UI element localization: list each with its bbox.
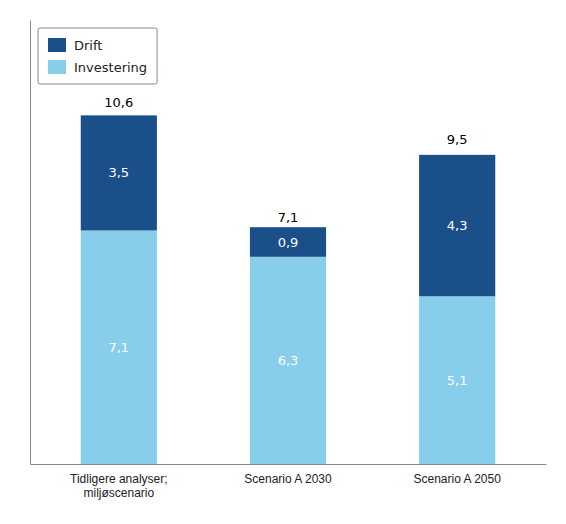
bar [419, 155, 495, 296]
legend-label: Drift [74, 38, 102, 53]
total-label: 7,1 [278, 210, 299, 225]
legend-box [38, 28, 157, 84]
legend-label: Investering [74, 60, 147, 75]
x-axis-line [31, 464, 547, 465]
bar [250, 227, 326, 257]
legend-item: Investering [48, 60, 147, 75]
x-tick: Scenario A 2030 [244, 472, 332, 486]
x-tick-label: Tidligere analyser;miljøscenario [70, 472, 168, 500]
x-axis: Tidligere analyser;miljøscenario Scenario… [31, 465, 547, 500]
segment-label: 4,3 [447, 218, 468, 233]
data-labels: 7,1 6,3 5,1 3,5 0,9 4,3 10,6 7,1 9,5 [104, 95, 467, 387]
segment-label: 7,1 [108, 340, 129, 355]
plot: Tidligere analyser;miljøscenario Scenario… [31, 21, 547, 500]
legend-swatch [48, 60, 66, 74]
x-tick-label: Scenario A 2050 [413, 472, 501, 486]
bar [81, 115, 157, 230]
bar [81, 230, 157, 464]
x-tick-label: Scenario A 2030 [244, 472, 332, 486]
bar [250, 257, 326, 464]
chart: Tidligere analyser;miljøscenario Scenario… [0, 0, 566, 524]
y-axis-line [30, 21, 31, 465]
total-label: 9,5 [447, 132, 468, 147]
y-axis [30, 21, 31, 465]
segment-label: 3,5 [108, 165, 129, 180]
segment-label: 6,3 [278, 353, 299, 368]
legend-item: Drift [48, 38, 102, 53]
segment-label: 5,1 [447, 373, 468, 388]
bar [419, 296, 495, 464]
bars [81, 115, 495, 464]
segment-label: 0,9 [278, 235, 299, 250]
legend: Drift Investering [38, 28, 157, 84]
x-tick: Tidligere analyser;miljøscenario [70, 472, 168, 500]
bar-series [81, 115, 495, 296]
total-label: 10,6 [104, 95, 133, 110]
legend-swatch [48, 38, 66, 52]
x-tick: Scenario A 2050 [413, 472, 501, 486]
